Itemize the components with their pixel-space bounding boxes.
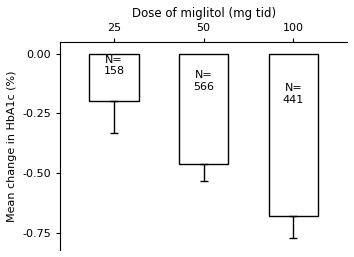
Y-axis label: Mean change in HbA1c (%): Mean change in HbA1c (%) — [7, 70, 17, 222]
Text: N=
158: N= 158 — [103, 55, 125, 76]
Text: N=
441: N= 441 — [282, 84, 304, 105]
X-axis label: Dose of miglitol (mg tid): Dose of miglitol (mg tid) — [132, 7, 276, 20]
Text: N=
566: N= 566 — [193, 70, 214, 92]
Bar — [179, 53, 228, 164]
Bar — [90, 53, 139, 102]
Bar — [269, 53, 318, 216]
